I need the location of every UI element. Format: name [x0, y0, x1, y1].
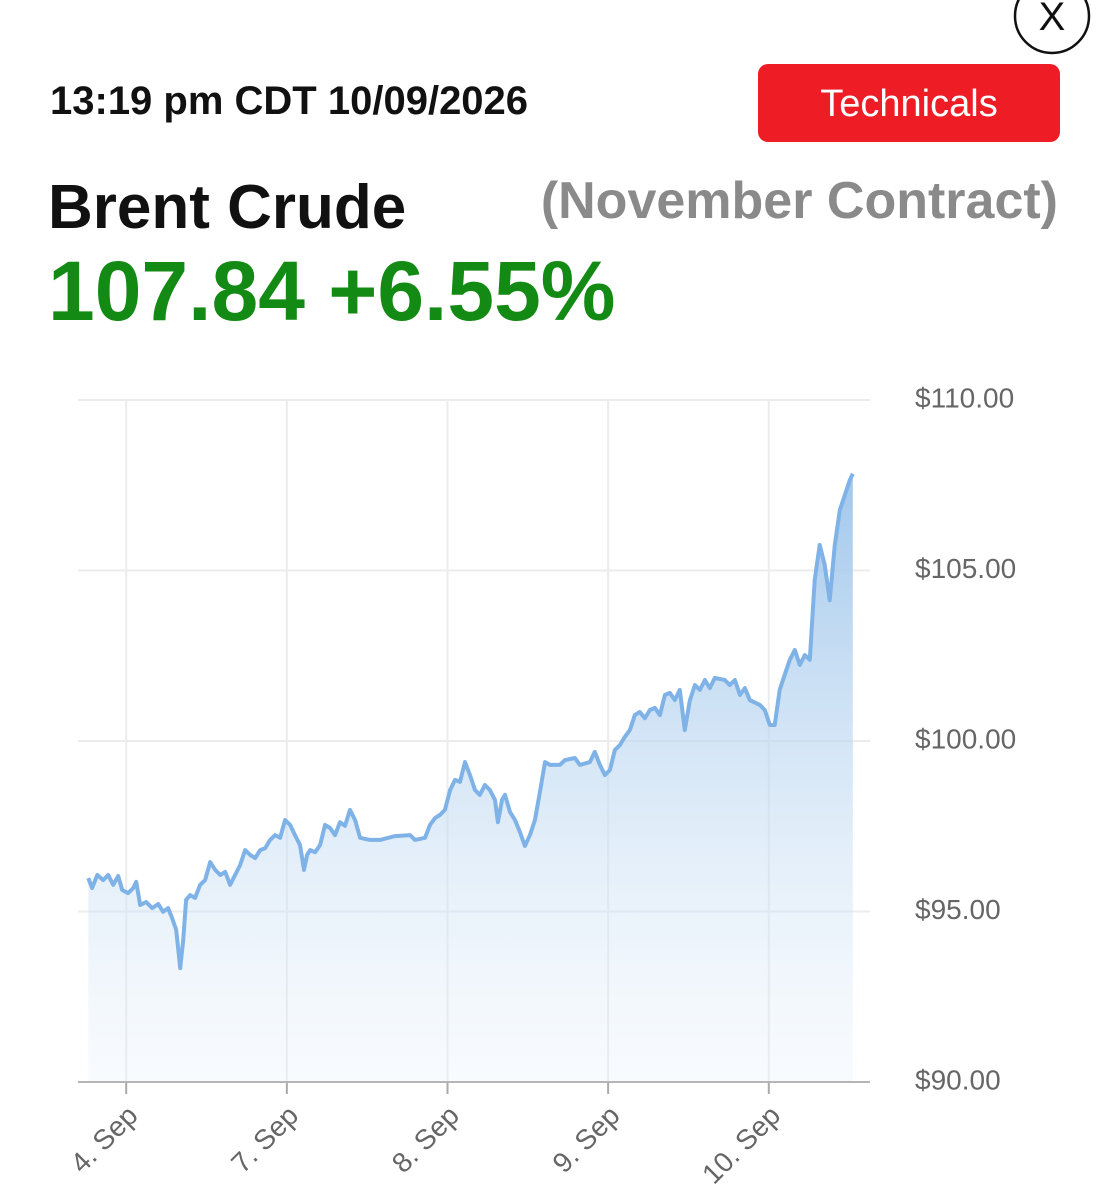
button-label[interactable]: Technicals [820, 83, 997, 125]
line [86, 472, 855, 971]
y-tick-label: $90.00 [915, 1064, 1001, 1095]
x-tick-label: 8. Sep [386, 1100, 465, 1179]
technicals-button[interactable]: Technicals [758, 64, 1060, 142]
change: +6.55% [328, 244, 615, 338]
x-tick-label: 10. Sep [696, 1100, 786, 1190]
title: Brent Crude [48, 173, 406, 242]
x-tick-label: 7. Sep [225, 1100, 304, 1179]
timestamp: 13:19 pm CDT 10/09/2026 [50, 79, 528, 123]
x-tick-label: 4. Sep [65, 1100, 144, 1179]
close-label[interactable]: X [1039, 0, 1066, 39]
y-tick-label: $95.00 [915, 894, 1001, 925]
close-button[interactable]: X [1013, 0, 1091, 55]
y-tick-label: $105.00 [915, 553, 1016, 584]
plot: $90.00 $95.00 $100.00 $105.00 $110.00 4. Sep 7… [65, 382, 1017, 1189]
close-circle[interactable] [1013, 0, 1091, 55]
button-bg[interactable] [758, 64, 1060, 142]
quote: 107.84 +6.55% [48, 244, 616, 338]
y-tick-label: $110.00 [915, 382, 1014, 413]
y-tick-label: $100.00 [915, 723, 1016, 754]
price: 107.84 [48, 244, 305, 338]
subtitle: (November Contract) [541, 172, 1058, 230]
x-tick-label: 9. Sep [546, 1100, 625, 1179]
